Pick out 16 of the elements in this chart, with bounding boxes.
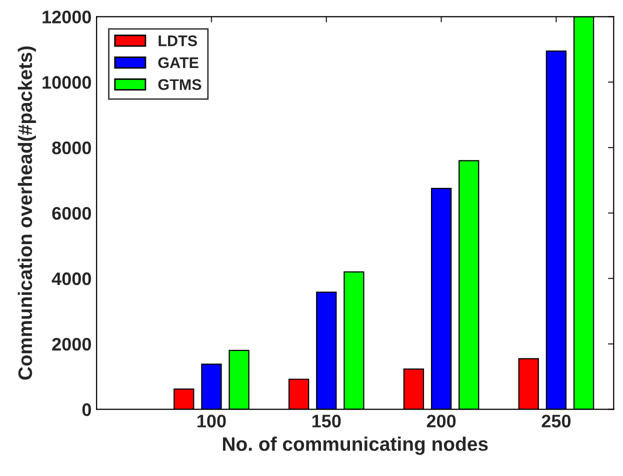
x-tick-label: 150 xyxy=(312,414,341,428)
x-axis-title: No. of communicating nodes xyxy=(223,436,488,455)
x-tick-label: 100 xyxy=(198,414,226,428)
y-tick-label: 12000 xyxy=(42,10,91,24)
y-axis-title: Communication overhead(#packets) xyxy=(18,46,36,380)
y-tick-label: 6000 xyxy=(52,206,91,220)
y-tick-label: 8000 xyxy=(52,141,91,154)
x-tick-label: 250 xyxy=(542,414,571,428)
y-tick-label: 4000 xyxy=(52,272,91,286)
legend-label: LDTS xyxy=(158,35,197,46)
x-tick-label: 200 xyxy=(426,414,456,428)
y-tick-label: 0 xyxy=(82,403,91,416)
y-tick-label: 10000 xyxy=(42,76,91,89)
y-tick-label: 2000 xyxy=(52,338,91,351)
legend-label: GTMS xyxy=(158,79,202,90)
legend-label: GATE xyxy=(158,57,198,68)
